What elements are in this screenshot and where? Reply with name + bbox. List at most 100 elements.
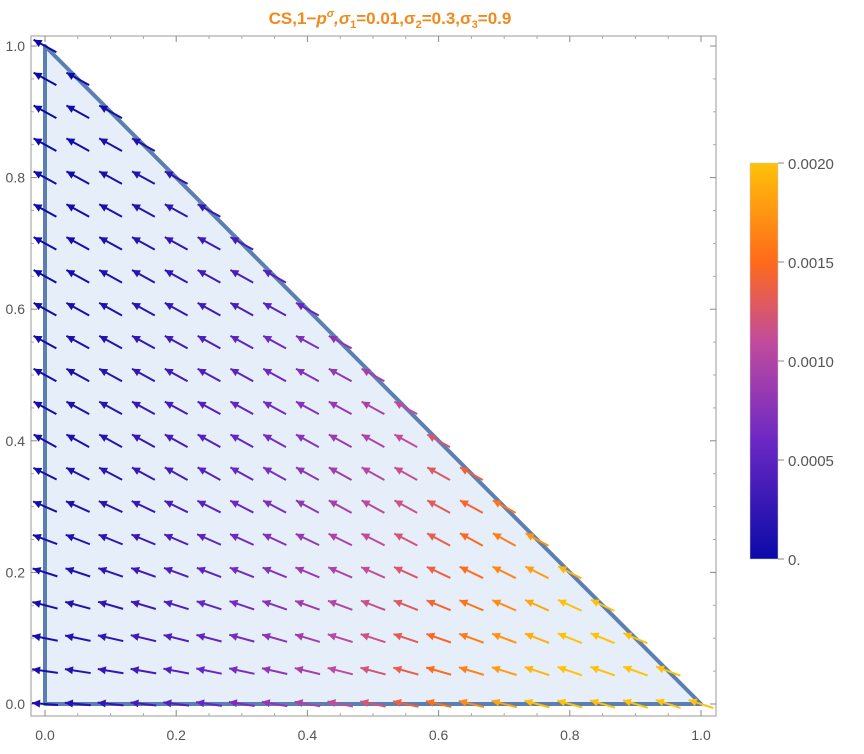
vector-arrow: [688, 698, 714, 710]
arrow-head: [296, 467, 305, 475]
vector-arrow: [97, 633, 124, 643]
arrow-head: [197, 467, 207, 475]
arrow-head: [164, 270, 174, 278]
vector-arrow: [459, 499, 484, 514]
arrow-head: [197, 500, 207, 508]
vector-arrow: [491, 665, 517, 676]
arrow-head: [394, 500, 404, 508]
arrow-head: [558, 566, 568, 574]
y-tick-label: 1.0: [6, 38, 26, 54]
arrow-head: [426, 665, 435, 674]
arrow-head: [393, 699, 402, 707]
vector-arrow: [295, 433, 320, 448]
arrow-head: [32, 666, 41, 675]
arrow-head: [131, 500, 141, 509]
vector-arrow: [164, 433, 189, 448]
arrow-head: [263, 401, 273, 409]
arrow-head: [132, 237, 141, 245]
arrow-head: [132, 368, 141, 377]
vector-arrow: [64, 633, 91, 642]
arrow-head: [426, 632, 436, 641]
arrow-head: [261, 666, 271, 674]
arrow-head: [426, 599, 436, 608]
vector-arrows: [31, 38, 714, 710]
vector-arrow: [229, 633, 255, 643]
vector-arrow: [295, 499, 320, 514]
arrow-head: [98, 600, 107, 608]
arrow-head: [131, 566, 141, 575]
vector-arrow: [295, 334, 320, 350]
arrow-head: [99, 270, 109, 278]
arrow-head: [361, 401, 371, 409]
arrow-head: [394, 434, 404, 442]
arrow-head: [32, 600, 42, 608]
arrow-head: [66, 302, 76, 311]
arrow-head: [196, 633, 206, 641]
vector-arrow: [197, 367, 221, 383]
vector-arrow: [65, 334, 90, 350]
arrow-head: [98, 533, 108, 542]
arrow-head: [64, 666, 74, 675]
colorbar-label: 0.0015: [788, 255, 834, 272]
arrow-head: [327, 699, 337, 707]
arrow-head: [590, 599, 600, 607]
colorbar-ticks: 0.0020 0.0015 0.0010 0.0005 0.: [778, 156, 834, 569]
arrow-head: [164, 401, 174, 409]
vector-arrow: [65, 71, 90, 87]
vector-arrow: [164, 466, 189, 481]
arrow-head: [296, 368, 305, 377]
arrow-head: [228, 699, 238, 708]
arrow-head: [33, 171, 43, 179]
arrow-head: [263, 302, 273, 311]
vector-arrow: [131, 236, 156, 251]
arrow-head: [263, 270, 273, 278]
vector-arrow: [31, 699, 59, 708]
arrow-head: [623, 632, 633, 640]
arrow-head: [229, 633, 239, 641]
arrow-head: [33, 500, 43, 509]
vector-arrow: [328, 532, 353, 547]
arrow-head: [328, 599, 337, 608]
vector-arrow: [131, 466, 156, 481]
x-tick-label: 0.8: [560, 727, 580, 743]
arrow-head: [427, 500, 437, 508]
arrow-head: [263, 368, 273, 377]
vector-arrow: [360, 632, 386, 644]
vector-arrow: [98, 533, 124, 546]
arrow-head: [263, 467, 273, 475]
arrow-head: [164, 434, 174, 442]
arrow-head: [294, 632, 304, 641]
vector-arrow: [360, 532, 386, 547]
arrow-head: [557, 698, 567, 707]
arrow-head: [132, 434, 141, 442]
arrow-head: [66, 467, 76, 475]
arrow-head: [132, 401, 141, 409]
arrow-head: [360, 699, 369, 707]
arrow-head: [33, 335, 43, 344]
arrow-head: [66, 434, 76, 442]
arrow-head: [262, 533, 272, 542]
vector-arrow: [327, 665, 354, 676]
vector-arrow: [622, 665, 648, 677]
vector-arrow: [229, 599, 255, 611]
arrow-head: [33, 368, 43, 377]
arrow-head: [361, 368, 371, 377]
y-tick-label: 0.0: [6, 696, 26, 712]
vector-arrow: [327, 699, 354, 708]
vector-arrow: [491, 599, 517, 612]
arrow-head: [65, 533, 75, 542]
arrow-head: [295, 566, 305, 575]
x-tick-label: 1.0: [691, 727, 711, 743]
arrow-head: [328, 335, 338, 344]
vector-arrow: [65, 269, 90, 284]
vector-arrow: [65, 466, 90, 481]
vector-arrow: [97, 566, 124, 578]
vector-arrow: [393, 532, 418, 547]
vector-arrow: [295, 466, 320, 481]
arrow-head: [459, 632, 469, 641]
vector-arrow: [262, 466, 287, 481]
arrow-head: [99, 368, 109, 377]
arrow-head: [163, 666, 173, 675]
vector-arrow: [524, 632, 550, 644]
vector-arrow: [328, 466, 353, 481]
